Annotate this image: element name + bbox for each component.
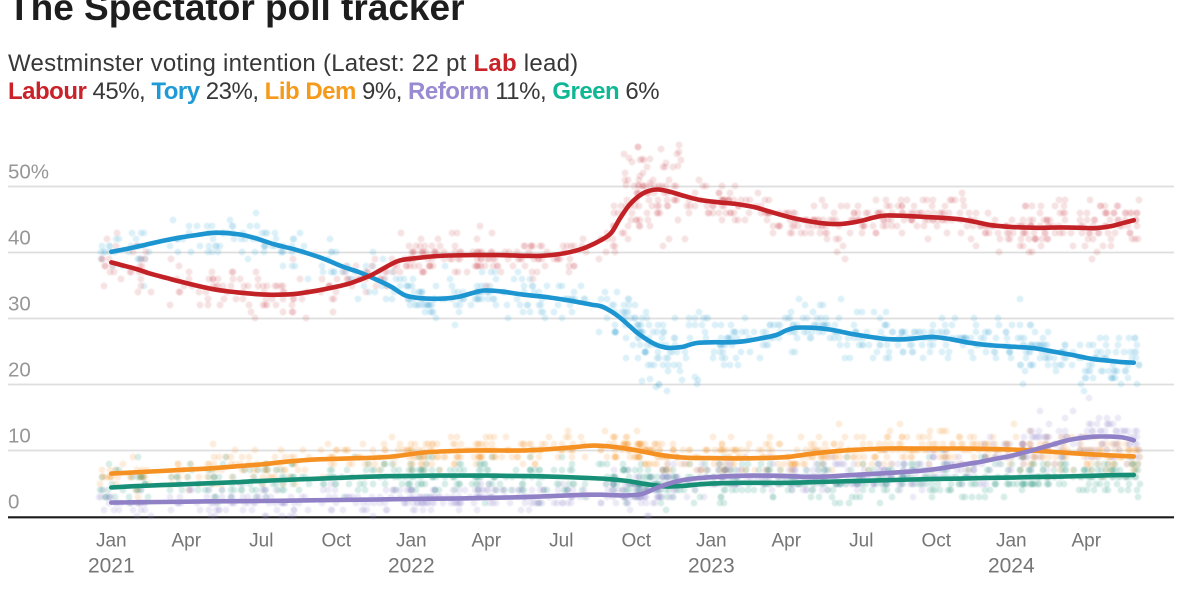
svg-text:20: 20 [8, 359, 31, 382]
svg-text:30: 30 [8, 293, 31, 316]
svg-text:2022: 2022 [388, 555, 435, 578]
svg-text:Apr: Apr [1072, 531, 1102, 552]
svg-text:Jan: Jan [996, 531, 1027, 552]
svg-text:Jan: Jan [396, 531, 427, 552]
svg-text:Oct: Oct [922, 531, 952, 552]
svg-text:Jan: Jan [96, 531, 127, 552]
svg-text:Jul: Jul [249, 531, 273, 552]
svg-text:10: 10 [8, 425, 31, 448]
svg-text:2021: 2021 [88, 555, 135, 578]
svg-text:0: 0 [8, 491, 19, 514]
svg-text:Jan: Jan [696, 531, 727, 552]
svg-text:Apr: Apr [472, 531, 502, 552]
svg-text:50%: 50% [8, 161, 49, 184]
svg-text:Oct: Oct [322, 531, 352, 552]
svg-text:Apr: Apr [172, 531, 202, 552]
svg-text:2023: 2023 [688, 555, 735, 578]
svg-text:Apr: Apr [772, 531, 802, 552]
svg-text:Jul: Jul [849, 531, 873, 552]
svg-text:2024: 2024 [988, 555, 1035, 578]
svg-text:Oct: Oct [622, 531, 652, 552]
svg-text:40: 40 [8, 227, 31, 250]
svg-text:Jul: Jul [549, 531, 573, 552]
